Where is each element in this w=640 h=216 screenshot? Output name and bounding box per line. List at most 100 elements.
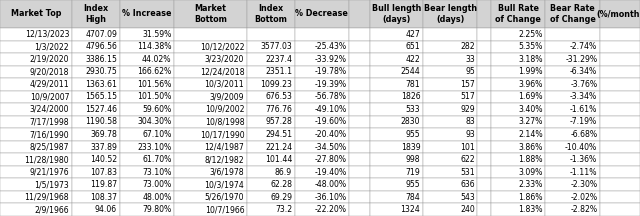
Bar: [349, 103, 370, 116]
Text: 2930.75: 2930.75: [85, 67, 117, 76]
Text: 233.10%: 233.10%: [138, 143, 172, 152]
Text: -19.40%: -19.40%: [314, 168, 347, 177]
Text: 101.50%: 101.50%: [137, 92, 172, 102]
Text: 11/28/1980: 11/28/1980: [24, 155, 69, 164]
Bar: [477, 178, 491, 191]
Text: 622: 622: [460, 155, 475, 164]
Text: Bull length
(days): Bull length (days): [372, 4, 421, 24]
Text: -6.34%: -6.34%: [570, 67, 597, 76]
Bar: [294, 203, 349, 216]
Bar: [545, 141, 600, 153]
Bar: [370, 0, 423, 28]
Text: 3/9/2009: 3/9/2009: [210, 92, 244, 102]
Text: 1.99%: 1.99%: [518, 67, 543, 76]
Bar: [423, 78, 477, 91]
Bar: [72, 41, 120, 53]
Text: 2.33%: 2.33%: [518, 180, 543, 189]
Bar: [423, 103, 477, 116]
Text: 781: 781: [406, 80, 420, 89]
Text: 140.52: 140.52: [90, 155, 117, 164]
Bar: [491, 78, 545, 91]
Bar: [294, 91, 349, 103]
Text: Market Top: Market Top: [11, 10, 61, 19]
Text: 1.69%: 1.69%: [518, 92, 543, 102]
Text: Bear length
(days): Bear length (days): [424, 4, 477, 24]
Text: 651: 651: [406, 42, 420, 51]
Text: 337.89: 337.89: [90, 143, 117, 152]
Bar: [545, 178, 600, 191]
Bar: [72, 28, 120, 41]
Bar: [491, 28, 545, 41]
Text: 427: 427: [406, 30, 420, 39]
Text: 166.62%: 166.62%: [138, 67, 172, 76]
Text: -19.39%: -19.39%: [314, 80, 347, 89]
Text: 1324: 1324: [401, 205, 420, 214]
Bar: [120, 103, 174, 116]
Bar: [0, 66, 72, 78]
Bar: [247, 41, 294, 53]
Bar: [294, 128, 349, 141]
Bar: [0, 78, 72, 91]
Text: 3386.15: 3386.15: [85, 55, 117, 64]
Bar: [247, 66, 294, 78]
Bar: [120, 78, 174, 91]
Text: -10.40%: -10.40%: [565, 143, 597, 152]
Text: 3.18%: 3.18%: [518, 55, 543, 64]
Bar: [247, 166, 294, 178]
Text: 957.28: 957.28: [265, 118, 292, 127]
Text: 3.27%: 3.27%: [518, 118, 543, 127]
Text: -31.29%: -31.29%: [565, 55, 597, 64]
Text: 5.35%: 5.35%: [518, 42, 543, 51]
Text: -1.61%: -1.61%: [570, 105, 597, 114]
Bar: [491, 41, 545, 53]
Text: 10/9/2007: 10/9/2007: [29, 92, 69, 102]
Text: Bear Rate
of Change: Bear Rate of Change: [550, 4, 595, 24]
Bar: [545, 116, 600, 128]
Bar: [370, 203, 423, 216]
Bar: [72, 191, 120, 203]
Bar: [545, 203, 600, 216]
Bar: [600, 178, 640, 191]
Bar: [247, 116, 294, 128]
Bar: [247, 141, 294, 153]
Text: 59.60%: 59.60%: [142, 105, 172, 114]
Text: 10/17/1990: 10/17/1990: [200, 130, 244, 139]
Text: -19.78%: -19.78%: [314, 67, 347, 76]
Text: 2.14%: 2.14%: [518, 130, 543, 139]
Bar: [174, 128, 247, 141]
Bar: [491, 178, 545, 191]
Bar: [294, 0, 349, 28]
Bar: [174, 91, 247, 103]
Bar: [120, 28, 174, 41]
Text: 3.96%: 3.96%: [518, 80, 543, 89]
Bar: [370, 28, 423, 41]
Bar: [349, 166, 370, 178]
Bar: [0, 116, 72, 128]
Bar: [0, 141, 72, 153]
Text: -20.40%: -20.40%: [314, 130, 347, 139]
Bar: [477, 41, 491, 53]
Text: 95: 95: [465, 67, 475, 76]
Text: 784: 784: [406, 193, 420, 202]
Text: 10/7/1966: 10/7/1966: [205, 205, 244, 214]
Bar: [174, 103, 247, 116]
Text: -49.10%: -49.10%: [314, 105, 347, 114]
Bar: [174, 28, 247, 41]
Text: 93: 93: [465, 130, 475, 139]
Bar: [0, 103, 72, 116]
Bar: [349, 203, 370, 216]
Text: 73.2: 73.2: [275, 205, 292, 214]
Bar: [477, 0, 491, 28]
Text: 94.06: 94.06: [95, 205, 117, 214]
Bar: [294, 191, 349, 203]
Bar: [491, 103, 545, 116]
Bar: [247, 78, 294, 91]
Bar: [545, 28, 600, 41]
Text: 531: 531: [460, 168, 475, 177]
Bar: [174, 66, 247, 78]
Bar: [423, 41, 477, 53]
Text: 3/23/2020: 3/23/2020: [205, 55, 244, 64]
Bar: [174, 141, 247, 153]
Bar: [72, 91, 120, 103]
Bar: [545, 0, 600, 28]
